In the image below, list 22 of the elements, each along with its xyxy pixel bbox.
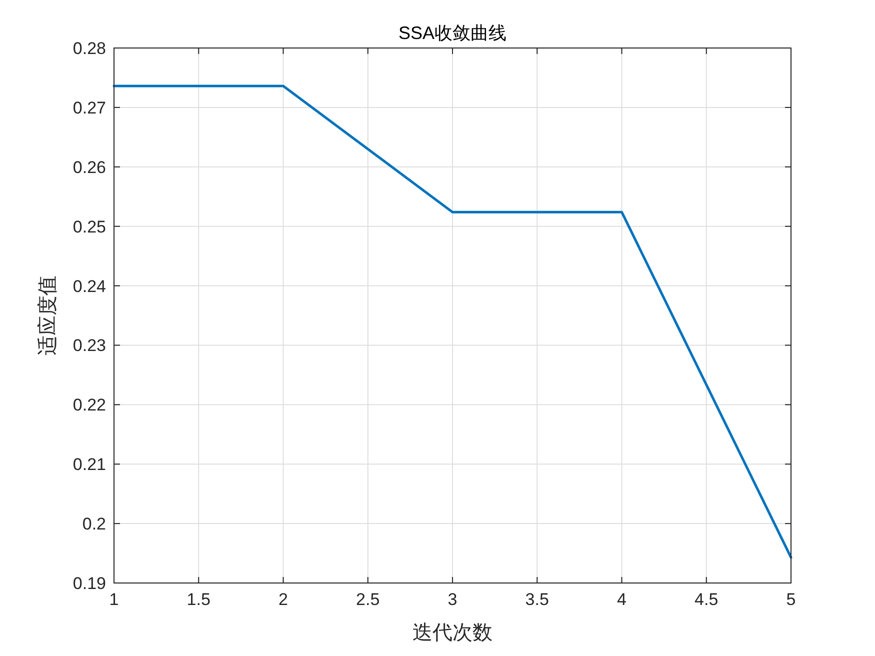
x-axis-title: 迭代次数 [412, 622, 492, 644]
chart-title: SSA收敛曲线 [398, 23, 507, 43]
y-tick-label: 0.28 [72, 39, 106, 58]
y-tick-label: 0.24 [72, 276, 106, 296]
x-tick-label: 4.5 [694, 590, 718, 609]
x-tick-label: 1 [109, 590, 119, 609]
x-tick-label: 1.5 [186, 590, 210, 609]
y-tick-label: 0.22 [72, 396, 106, 415]
y-tick-label: 0.27 [72, 98, 106, 118]
x-tick-label: 2 [278, 590, 288, 609]
y-axis-title: 适应度值 [37, 276, 59, 356]
y-tick-label: 0.26 [72, 158, 106, 177]
y-tick-label: 0.25 [72, 217, 106, 236]
x-tick-label: 5 [786, 590, 796, 609]
y-tick-label: 0.21 [72, 455, 106, 474]
y-tick-label: 0.23 [72, 336, 106, 356]
y-tick-label: 0.19 [72, 574, 106, 593]
x-tick-label: 2.5 [356, 590, 380, 609]
x-tick-label: 3.5 [525, 590, 549, 609]
x-tick-label: 3 [448, 590, 458, 609]
x-tick-label: 4 [617, 590, 626, 609]
y-tick-label: 0.2 [82, 514, 106, 534]
